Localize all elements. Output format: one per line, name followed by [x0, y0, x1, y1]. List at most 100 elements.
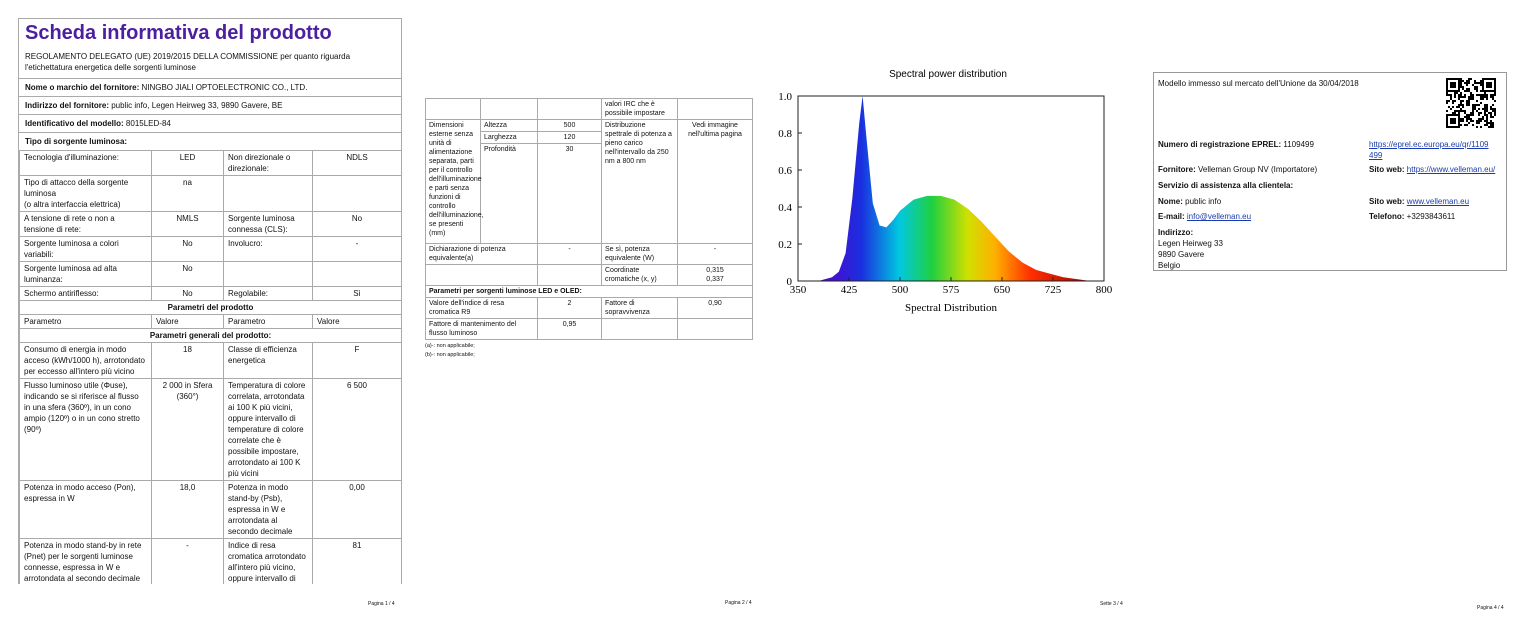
label: Indirizzo: [1158, 228, 1194, 237]
qr-module [1476, 90, 1478, 92]
label: Sito web: [1369, 197, 1405, 206]
page-4: Modello immesso sul mercato dell'Unione … [1153, 72, 1507, 271]
cell: na [151, 175, 224, 212]
qr-module [1452, 112, 1454, 114]
qr-module [1464, 96, 1466, 98]
qr-module [1466, 118, 1468, 120]
qr-module [1478, 108, 1480, 110]
qr-module [1460, 108, 1462, 110]
cell: Fattore di sopravvivenza [601, 297, 678, 319]
qr-module [1468, 118, 1470, 120]
qr-module [1468, 102, 1470, 104]
qr-module [1466, 102, 1468, 104]
column-header: Parametro [223, 314, 313, 329]
label: Telefono: [1369, 212, 1405, 221]
page-footer: Pagina 1 / 4 [368, 601, 395, 607]
qr-module [1472, 120, 1474, 122]
qr-module [1466, 90, 1468, 92]
qr-module [1470, 98, 1472, 100]
qr-module [1492, 108, 1494, 110]
qr-module [1490, 116, 1492, 118]
eprel-link[interactable]: https://eprel.ec.europa.eu/qr/1109499 [1369, 140, 1489, 160]
qr-module [1460, 82, 1462, 84]
qr-module [1454, 96, 1456, 98]
qr-module [1468, 114, 1470, 116]
qr-module [1486, 106, 1488, 108]
qr-module [1462, 80, 1464, 82]
cell: Potenza in modo stand-by in rete (Pnet) … [19, 538, 152, 584]
qr-module [1476, 104, 1478, 106]
qr-module [1480, 102, 1482, 104]
qr-module [1468, 90, 1470, 92]
qr-module [1476, 100, 1478, 102]
section-title: Tipo di sorgente luminosa: [19, 132, 401, 150]
x-tick-label: 500 [892, 284, 909, 296]
qr-module [1474, 86, 1476, 88]
qr-module [1490, 120, 1492, 122]
qr-module [1468, 82, 1470, 84]
spectral-chart: Spectral power distribution Spectral Dis… [778, 69, 1113, 314]
qr-module [1446, 102, 1448, 104]
qr-module [1494, 114, 1496, 116]
cell [223, 261, 313, 287]
x-tick-label: 725 [1045, 284, 1062, 296]
market-date: Modello immesso sul mercato dell'Unione … [1158, 79, 1359, 88]
qr-module [1470, 96, 1472, 98]
cell: 2 000 in Sfera (360°) [151, 378, 224, 481]
cell: Valore dell'indice di resa cromatica R9 [425, 297, 538, 319]
cell: Schermo antiriflesso: [19, 286, 152, 301]
qr-module [1492, 126, 1494, 128]
qr-module [1446, 100, 1448, 102]
value: public info, Legen Heirweg 33, 9890 Gave… [111, 101, 283, 110]
qr-module [1458, 106, 1460, 108]
x-tick-label: 350 [790, 284, 807, 296]
cell: 81 [312, 538, 401, 584]
website-link[interactable]: www.velleman.eu [1406, 197, 1470, 206]
qr-module [1468, 78, 1470, 80]
qr-module [1474, 80, 1476, 82]
qr-module [1490, 94, 1492, 96]
qr-module [1494, 110, 1496, 112]
qr-module [1494, 92, 1496, 94]
table-row: Sorgente luminosa a colori variabili: No I… [19, 236, 401, 262]
value: +3293843611 [1406, 212, 1456, 221]
cell: 0,00 [312, 480, 401, 539]
qr-module [1446, 110, 1448, 112]
footnote: (b)-: non applicabile; [425, 352, 475, 358]
table-row: Potenza in modo acceso (Pon), espressa i… [19, 480, 401, 539]
column-header: Valore [151, 314, 224, 329]
qr-module [1466, 80, 1468, 82]
qr-module [1454, 94, 1456, 96]
value: 1109499 [1283, 140, 1314, 149]
qr-module [1470, 92, 1472, 94]
qr-module [1458, 104, 1460, 106]
cell: Temperatura di colore correlata, arroton… [223, 378, 313, 481]
cell: 6 500 [312, 378, 401, 481]
qr-module [1448, 100, 1450, 102]
qr-module [1482, 98, 1484, 100]
qr-module [1468, 116, 1470, 118]
qr-module [1484, 92, 1486, 94]
label: Fornitore: [1158, 165, 1196, 174]
qr-module [1466, 100, 1468, 102]
cell: Distribuzione spettrale di potenza a pie… [601, 119, 678, 244]
cell: Se sì, potenza equivalente (W) [601, 243, 678, 265]
y-tick-label: 0.2 [778, 239, 792, 251]
cell: valori IRC che è possibile impostare [601, 98, 678, 120]
qr-module [1460, 94, 1462, 96]
qr-module [1486, 114, 1488, 116]
qr-module [1468, 88, 1470, 90]
qr-module [1472, 94, 1474, 96]
website-link[interactable]: https://www.velleman.eu/ [1406, 165, 1496, 174]
qr-module [1460, 110, 1462, 112]
qr-module [1478, 82, 1480, 84]
qr-module [1466, 84, 1468, 86]
email-link[interactable]: info@velleman.eu [1186, 212, 1252, 221]
qr-module [1460, 96, 1462, 98]
qr-module [1482, 116, 1484, 118]
qr-module [1492, 104, 1494, 106]
qr-module [1480, 82, 1482, 84]
qr-module [1486, 118, 1488, 120]
qr-module [1480, 84, 1482, 86]
qr-module [1460, 78, 1462, 80]
